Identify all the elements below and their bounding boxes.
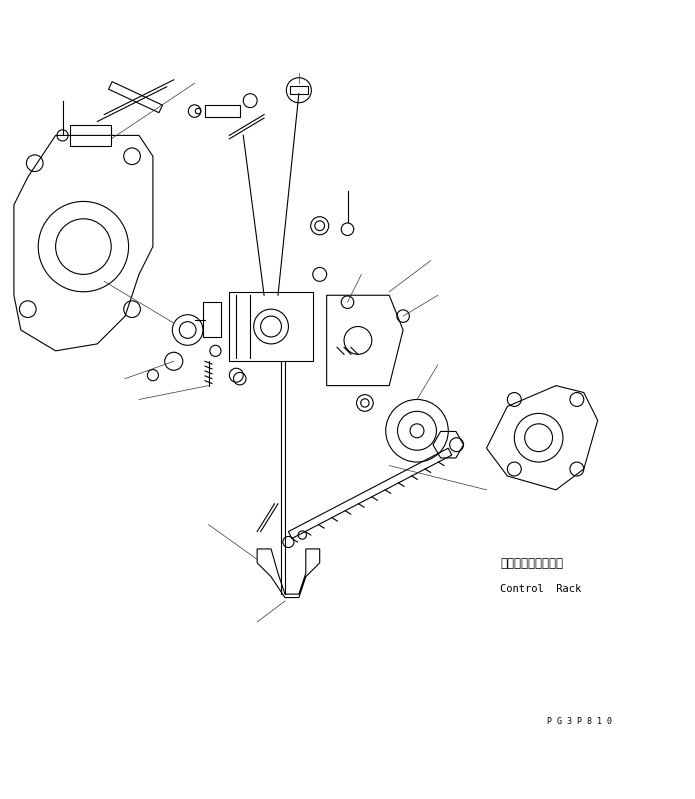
Text: コントロールラック: コントロールラック bbox=[500, 557, 564, 570]
Text: Control  Rack: Control Rack bbox=[500, 584, 582, 594]
Bar bbox=[291, 86, 307, 94]
Bar bbox=[205, 105, 240, 117]
Bar bbox=[108, 81, 163, 113]
Text: P G 3 P 8 1 0: P G 3 P 8 1 0 bbox=[546, 718, 612, 726]
Bar bbox=[203, 302, 221, 337]
Bar bbox=[70, 125, 111, 146]
